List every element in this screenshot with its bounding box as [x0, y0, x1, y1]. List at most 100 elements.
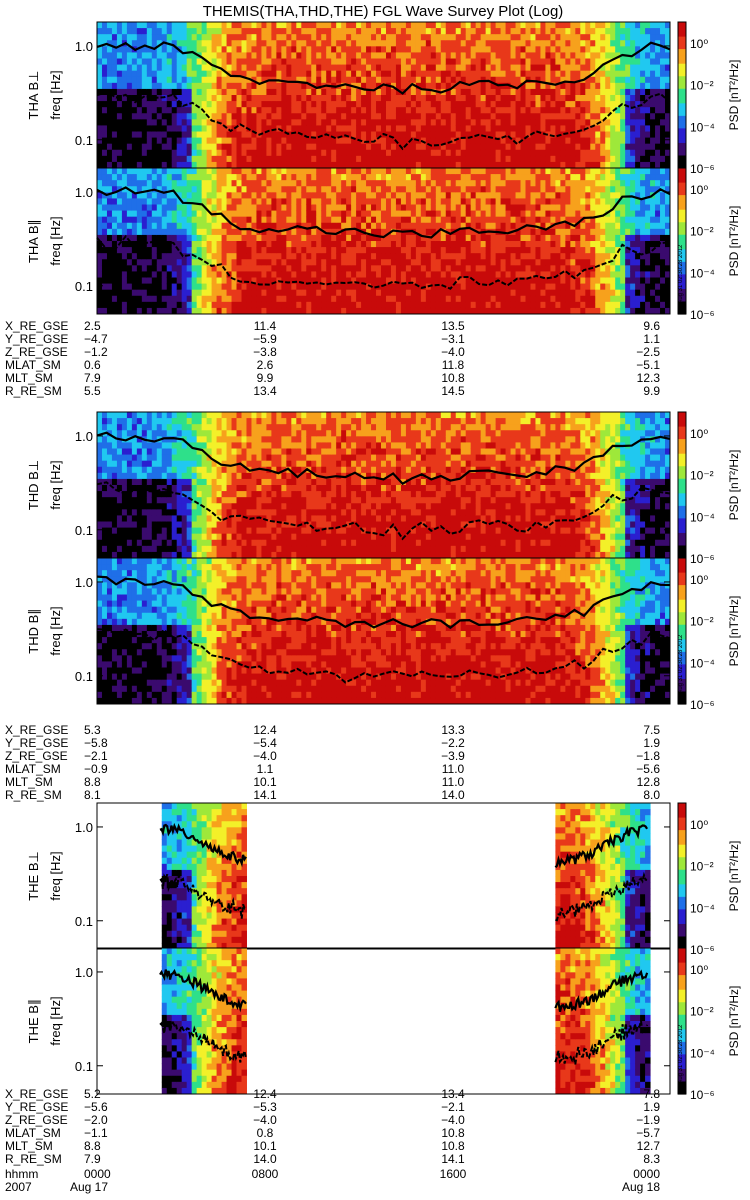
orbit-value: 10.1	[253, 775, 277, 789]
orbit-value: 13.4	[441, 1087, 465, 1101]
colorbar-label: PSD [nT²/Hz]	[727, 60, 741, 131]
orbit-value: 13.5	[441, 319, 465, 333]
orbit-value: −5.3	[253, 1100, 277, 1114]
orbit-value: 2.6	[257, 358, 274, 372]
y-tick-label: 1.0	[75, 185, 93, 200]
orbit-value: −4.0	[253, 749, 277, 763]
y-tick-label: 0.1	[75, 669, 93, 684]
orbit-value: 8.8	[84, 775, 101, 789]
colorbar-label: PSD [nT²/Hz]	[727, 450, 741, 521]
orbit-value: −5.1	[636, 358, 660, 372]
spectrogram	[161, 803, 651, 950]
colorbar-tick-label: 10⁰	[690, 427, 708, 441]
spectrogram	[97, 168, 671, 315]
time-tick-label: 0800	[252, 1167, 279, 1181]
date-stamp: Fri Aug 31 02:30:28 2012	[678, 634, 684, 702]
y-tick-label: 0.1	[75, 279, 93, 294]
colorbar-tick-label: 10⁻²	[690, 469, 714, 483]
colorbar-tick-label: 10⁰	[690, 573, 708, 587]
orbit-value: −2.2	[441, 736, 465, 750]
orbit-row-label: R_RE_SM	[5, 1152, 62, 1166]
harmonic-trace	[96, 234, 671, 290]
orbit-value: −3.9	[441, 749, 465, 763]
orbit-value: 12.8	[637, 775, 661, 789]
panel-thd-perp: 1.0 0.1 THD B⊥ freq [Hz] 10⁰ 10⁻² 10⁻⁴ 10⁻⁶ PSD …	[26, 411, 741, 566]
orbit-row-label: Z_RE_GSE	[5, 749, 68, 763]
panel-label: THD B∥	[26, 608, 41, 654]
panel-the-par: 1.0 0.1 THE B∥ freq [Hz] 10⁰ 10⁻² 10⁻⁴ 10⁻⁶ PSD …	[26, 947, 741, 1102]
colorbar-tick-label: 10⁻²	[690, 225, 714, 239]
time-axis-label: hhmm	[5, 1167, 38, 1181]
spectrogram	[97, 558, 671, 705]
orbit-row-label: MLT_SM	[5, 775, 53, 789]
colorbar-tick-label: 10⁻⁴	[690, 266, 715, 280]
orbit-row-label: Y_RE_GSE	[5, 736, 68, 750]
colorbar-frame	[677, 947, 687, 1095]
colorbar-tick-label: 10⁻⁶	[690, 308, 715, 322]
orbit-value: 14.1	[253, 788, 277, 802]
orbit-value: 10.8	[441, 1139, 465, 1153]
freq-axis-label: freq [Hz]	[48, 996, 63, 1045]
time-tick-label: 0000	[633, 1167, 660, 1181]
colorbar-tick-label: 10⁻⁶	[690, 162, 715, 176]
orbit-value: −5.8	[84, 736, 108, 750]
panel-label: THE B⊥	[26, 851, 41, 901]
orbit-value: 13.4	[253, 384, 277, 398]
orbit-value: 14.0	[441, 788, 465, 802]
orbit-value: 0.6	[84, 358, 101, 372]
panel-tha-par: 1.0 0.1 THA B∥ freq [Hz] 10⁰ 10⁻² 10⁻⁴ 10⁻⁶ PSD …	[26, 167, 741, 322]
harmonic-trace	[96, 481, 671, 541]
orbit-value: −1.8	[636, 749, 660, 763]
orbit-value: 2.5	[84, 319, 101, 333]
y-tick-label: 1.0	[75, 820, 93, 835]
colorbar: 10⁰ 10⁻² 10⁻⁴ 10⁻⁶ PSD [nT²/Hz] Fri Aug 31 02…	[677, 947, 741, 1102]
gyrofrequency-trace	[96, 575, 671, 630]
harmonic-trace	[159, 1019, 247, 1063]
colorbar-tick-label: 10⁻²	[690, 79, 714, 93]
freq-axis-label: freq [Hz]	[48, 70, 63, 119]
orbit-value: 1.1	[643, 332, 660, 346]
date-axis-label: 2007	[5, 1180, 32, 1194]
colorbar-tick-label: 10⁻²	[690, 1005, 714, 1019]
orbit-value: 14.5	[441, 384, 465, 398]
orbit-row-label: MLAT_SM	[5, 762, 61, 776]
orbit-value: 1.9	[643, 1100, 660, 1114]
y-tick-label: 1.0	[75, 429, 93, 444]
orbit-value: −4.7	[84, 332, 108, 346]
orbit-value: −1.9	[636, 1113, 660, 1127]
colorbar-tick-label: 10⁰	[690, 818, 708, 832]
orbit-row-label: Y_RE_GSE	[5, 332, 68, 346]
orbit-row-label: Z_RE_GSE	[5, 345, 68, 359]
orbit-value: 12.7	[637, 1139, 661, 1153]
orbit-value: 10.1	[253, 1139, 277, 1153]
orbit-value: −5.9	[253, 332, 277, 346]
gyrofrequency-trace	[554, 969, 649, 1012]
orbit-value: 7.5	[643, 723, 660, 737]
orbit-row-label: X_RE_GSE	[5, 319, 68, 333]
colorbar-tick-label: 10⁰	[690, 37, 708, 51]
date-tick-label: Aug 18	[622, 1180, 660, 1194]
colorbar-label: PSD [nT²/Hz]	[727, 206, 741, 277]
orbit-value: −5.4	[253, 736, 277, 750]
orbit-value: 5.5	[84, 384, 101, 398]
orbit-value: 9.9	[643, 384, 660, 398]
colorbar-label: PSD [nT²/Hz]	[727, 596, 741, 667]
y-tick-label: 0.1	[75, 523, 93, 538]
colorbar: 10⁰ 10⁻² 10⁻⁴ 10⁻⁶ PSD [nT²/Hz] Fri Aug 31 02…	[677, 167, 741, 322]
orbit-value: 11.8	[442, 358, 465, 372]
orbit-value: −2.5	[636, 345, 660, 359]
orbit-value: 9.6	[643, 319, 660, 333]
freq-axis-label: freq [Hz]	[48, 216, 63, 265]
colorbar-tick-label: 10⁻⁶	[690, 552, 715, 566]
harmonic-trace	[555, 871, 648, 922]
colorbar-tick-label: 10⁻²	[690, 860, 714, 874]
orbit-value: 9.9	[257, 371, 274, 385]
orbit-value: 14.0	[253, 1152, 277, 1166]
time-tick-label: 1600	[440, 1167, 467, 1181]
orbit-value: 11.0	[442, 775, 465, 789]
colorbar-label: PSD [nT²/Hz]	[727, 986, 741, 1057]
orbit-value: 8.8	[84, 1139, 101, 1153]
orbit-row-label: MLAT_SM	[5, 1126, 61, 1140]
colorbar-frame	[677, 557, 687, 705]
orbit-value: 10.8	[441, 371, 465, 385]
